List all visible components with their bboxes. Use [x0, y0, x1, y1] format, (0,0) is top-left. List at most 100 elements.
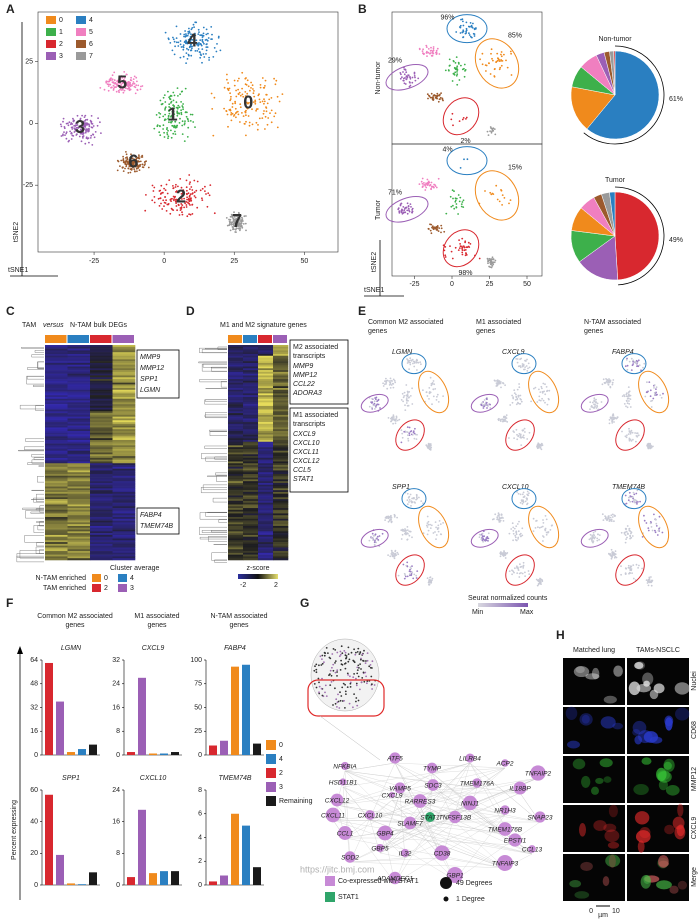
heatmap-cell — [273, 352, 289, 355]
tsne-dot — [601, 383, 604, 386]
heatmap-cell — [228, 542, 244, 545]
heatmap-cell — [90, 549, 113, 552]
legend-swatch — [266, 768, 276, 778]
tsne-dot — [407, 434, 409, 437]
tsne-dot — [409, 570, 412, 573]
heatmap-cell — [228, 366, 244, 369]
heatmap-cell — [112, 414, 136, 417]
tsne-dot — [65, 132, 68, 135]
heatmap-cell — [243, 377, 259, 380]
tsne-dot — [276, 95, 279, 98]
heatmap-cell — [228, 423, 244, 426]
y-tick-label: 0 — [198, 882, 202, 889]
heatmap-cell — [243, 420, 259, 423]
tsne-dot — [373, 544, 376, 546]
heatmap-cell — [112, 361, 136, 364]
heatmap-cell — [273, 411, 289, 414]
heatmap-cell — [112, 398, 136, 401]
tsne-dot — [86, 128, 88, 130]
tsne-dot — [176, 87, 179, 89]
heatmap-cell — [273, 484, 289, 487]
heatmap-cell — [258, 384, 274, 387]
tsne-dot — [431, 185, 433, 188]
heatmap-cell — [45, 434, 68, 437]
heatmap-cell — [67, 504, 91, 507]
tsne-dot — [418, 183, 421, 186]
heatmap-cell — [273, 468, 289, 471]
tsne-dot — [621, 430, 623, 433]
legend-label: 0 — [279, 742, 283, 749]
tsne-dot — [427, 48, 430, 50]
heatmap-cell — [45, 536, 68, 539]
network-dot — [321, 658, 323, 660]
heatmap-cell — [67, 543, 91, 546]
heatmap-cell — [258, 350, 274, 353]
tsne-dot — [207, 32, 209, 35]
tsne-dot — [545, 518, 548, 521]
tsne-dot — [639, 500, 641, 503]
heatmap-cell — [45, 543, 68, 546]
tsne-dot — [256, 108, 259, 110]
bar — [78, 749, 86, 755]
tsne-dot — [435, 526, 437, 529]
column-header: Common M2 associated — [37, 613, 113, 620]
cluster-bar — [67, 335, 89, 343]
tsne-dot — [530, 400, 532, 403]
tsne-dot — [152, 190, 155, 192]
tsne-dot — [539, 399, 542, 402]
tsne-dot — [508, 437, 510, 439]
tsne-dot — [138, 154, 140, 157]
heatmap-cell — [67, 409, 91, 412]
tsne-dot — [591, 401, 594, 404]
legend-label: 3 — [279, 784, 283, 791]
tsne-dot — [512, 570, 515, 573]
network-dot — [321, 662, 324, 665]
heatmap-cell — [112, 370, 136, 373]
heatmap-cell — [258, 359, 274, 362]
tsne-dot — [74, 124, 77, 127]
tsne-dot — [257, 94, 260, 97]
heatmap-cell — [228, 386, 244, 389]
tsne-dot — [652, 397, 655, 400]
tsne-dot — [182, 108, 185, 111]
bar — [45, 662, 53, 755]
tsne-dot — [121, 76, 124, 79]
heatmap-cell — [112, 529, 136, 532]
network-dot — [337, 700, 340, 703]
tsne-dot — [624, 494, 627, 497]
bar — [67, 883, 75, 885]
tsne-dot — [247, 115, 250, 117]
cell-signal — [669, 885, 679, 894]
tsne-dot — [492, 59, 494, 62]
tsne-dot — [504, 416, 507, 418]
tsne-dot — [521, 429, 524, 432]
tsne-dot — [460, 18, 462, 21]
tsne-dot — [623, 394, 625, 396]
tsne-dot — [395, 418, 397, 421]
heatmap-cell — [45, 431, 68, 434]
gene-label: TNFAIP2 — [525, 771, 552, 778]
tsne-dot — [406, 526, 409, 528]
heatmap-cell — [273, 371, 289, 374]
heatmap-cell — [67, 443, 91, 446]
tsne-dot — [173, 113, 176, 116]
x-tick-label: 50 — [300, 258, 308, 265]
tsne-dot — [401, 533, 404, 536]
heatmap-cell — [258, 434, 274, 437]
tsne-dot — [245, 215, 247, 217]
tsne-dot — [174, 45, 177, 48]
heatmap-cell — [228, 443, 244, 446]
tsne-dot — [135, 167, 138, 170]
heatmap-cell — [45, 359, 68, 362]
heatmap-cell — [273, 538, 289, 541]
heatmap-cell — [258, 551, 274, 554]
tsne-dot — [539, 447, 542, 449]
tsne-dot — [461, 245, 463, 248]
tsne-dot — [205, 46, 208, 48]
tsne-dot — [397, 207, 400, 210]
heatmap-cell — [112, 513, 136, 516]
tsne-dot — [124, 167, 126, 170]
tsne-dot — [205, 28, 208, 31]
tsne-dot — [167, 129, 169, 132]
heatmap-cell — [67, 413, 91, 416]
